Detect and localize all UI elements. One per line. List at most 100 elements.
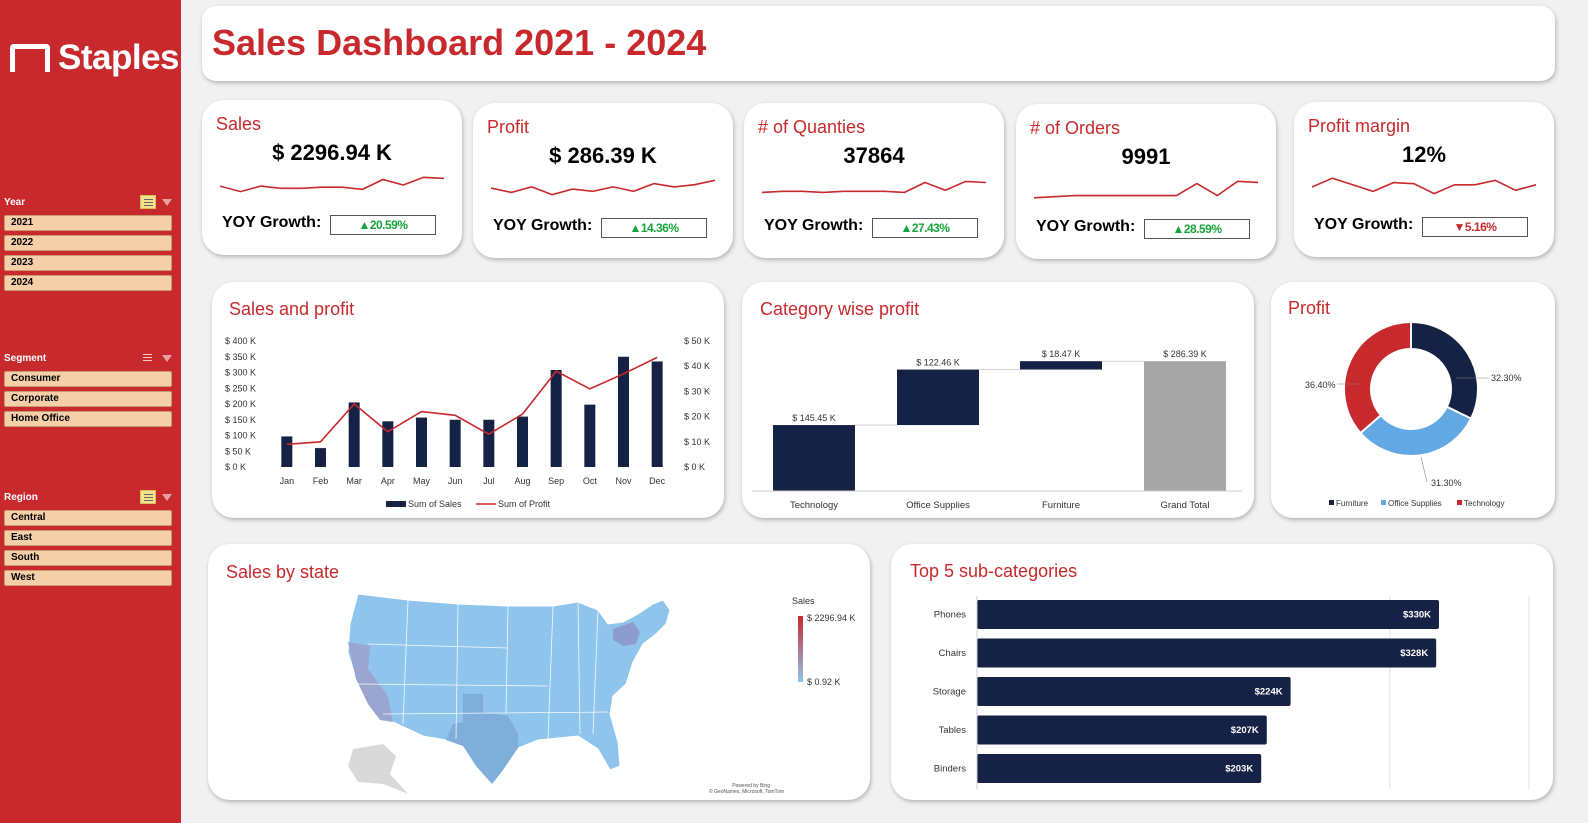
state-borders: [357, 599, 609, 741]
title-card: Sales Dashboard 2021 - 2024: [202, 6, 1555, 81]
clear-filter-icon[interactable]: [162, 198, 172, 206]
hbar-category-label: Tables: [939, 725, 967, 736]
map-legend-gradient: [798, 616, 803, 682]
y-left-tick-label: $ 350 K: [225, 352, 256, 362]
kpi-value: 37864: [843, 143, 905, 168]
hbar-data-label: $224K: [1255, 687, 1283, 698]
us-mainland-shape: [347, 593, 671, 785]
waterfall-x-label: Furniture: [1042, 500, 1080, 511]
x-tick-label: Nov: [615, 476, 632, 486]
category-profit-title: Category wise profit: [760, 299, 920, 319]
top5-chart: Phones $330K Chairs $328K Storage $224K Tables…: [933, 596, 1530, 789]
donut-slice: [1343, 320, 1412, 435]
sales-bar: [449, 419, 461, 467]
hbar: [977, 638, 1437, 668]
multi-select-icon[interactable]: [140, 490, 156, 504]
y-left-tick-label: $ 50 K: [225, 446, 251, 456]
x-tick-label: Aug: [514, 476, 530, 486]
slicer-item-segment-1[interactable]: Corporate: [4, 391, 172, 407]
donut-slice: [1359, 405, 1473, 457]
sales-bar: [618, 356, 629, 467]
kpi-value: $ 2296.94 K: [272, 140, 392, 165]
sales-bar: [584, 404, 596, 467]
y-left-tick-label: $ 0 K: [225, 462, 246, 472]
staples-logo: Staples: [10, 38, 180, 78]
y-right-tick-label: $ 20 K: [684, 412, 710, 422]
kpi-card-1: Profit $ 286.39 K YOY Growth: ▲14.36%: [473, 103, 733, 258]
slicer-item-segment-0[interactable]: Consumer: [4, 371, 172, 387]
clear-filter-icon[interactable]: [162, 493, 172, 501]
x-tick-label: Sep: [548, 476, 564, 486]
sales-profit-chart: $ 0 K $ 50 K $ 100 K $ 150 K $ 200 K $ 250 K $…: [225, 336, 710, 509]
slicer-item-region-0[interactable]: Central: [4, 510, 172, 526]
slicer-item-year-0[interactable]: 2021: [4, 215, 172, 231]
legend-sales-label: Sum of Sales: [408, 499, 462, 509]
map-credit-geonames: © GeoNames, Microsoft, TomTom: [709, 788, 784, 795]
waterfall-bar: [773, 425, 855, 491]
kpi-card-2: # of Quanties 37864 YOY Growth: ▲27.43%: [744, 103, 1004, 258]
legend-profit-label: Sum of Profit: [498, 499, 551, 509]
donut-data-label: 36.40%: [1305, 380, 1336, 390]
map-legend-max: $ 2296.94 K: [807, 613, 856, 623]
slicer-item-region-3[interactable]: West: [4, 570, 172, 586]
kpi-value: 12%: [1401, 142, 1447, 167]
waterfall-x-label: Grand Total: [1161, 500, 1210, 511]
hbar: [977, 677, 1291, 706]
legend-swatch: [1381, 500, 1386, 505]
waterfall-x-label: Technology: [790, 500, 838, 511]
y-right-tick-label: $ 40 K: [684, 361, 710, 371]
slicer-item-region-2[interactable]: South: [4, 550, 172, 566]
waterfall-bar: [1020, 361, 1102, 370]
hbar-category-label: Storage: [933, 687, 966, 698]
hbar-category-label: Chairs: [939, 648, 967, 659]
category-profit-card: Category wise profit $ 145.45 K Technolog…: [742, 282, 1254, 518]
year-slicer: Year 2021 2022 2023 2024: [4, 193, 172, 291]
y-right-tick-label: $ 50 K: [684, 336, 710, 346]
x-tick-label: Jul: [483, 476, 495, 486]
sales-bar: [550, 369, 562, 467]
slicer-item-year-3[interactable]: 2024: [4, 275, 172, 291]
slicer-item-segment-2[interactable]: Home Office: [4, 411, 172, 427]
slicer-item-region-1[interactable]: East: [4, 530, 172, 546]
waterfall-x-label: Office Supplies: [906, 500, 970, 511]
x-tick-label: Mar: [346, 476, 362, 486]
y-right-tick-label: $ 0 K: [684, 462, 705, 472]
legend-swatch: [1457, 500, 1462, 505]
hbar-data-label: $207K: [1231, 725, 1259, 736]
hbar: [977, 754, 1262, 783]
sales-bar: [348, 402, 360, 467]
segment-slicer: Segment Consumer Corporate Home Office: [4, 349, 172, 427]
staples-logo-icon: [10, 44, 50, 72]
alaska-shape: [348, 744, 408, 794]
kpi-yoy-label: YOY Growth:: [1314, 216, 1414, 233]
multi-select-icon[interactable]: [140, 351, 156, 365]
kpi-value: $ 286.39 K: [549, 143, 657, 168]
waterfall-data-label: $ 145.45 K: [792, 413, 836, 423]
california-shape: [348, 642, 393, 722]
multi-select-icon[interactable]: [140, 195, 156, 209]
top5-title: Top 5 sub-categories: [910, 561, 1078, 581]
hbar-category-label: Phones: [934, 610, 966, 621]
top5-card: Top 5 sub-categories Phones $330K Chairs $3…: [891, 544, 1553, 800]
map-legend-title: Sales: [792, 596, 815, 606]
us-map[interactable]: Sales $ 2296.94 K $ 0.92 K Powered by Bi…: [208, 544, 870, 800]
sparkline-path: [1312, 177, 1536, 195]
y-left-tick-label: $ 250 K: [225, 383, 256, 393]
kpi-card-4: Profit margin 12% YOY Growth: ▼5.16%: [1294, 102, 1554, 257]
legend-label: Furniture: [1336, 499, 1369, 508]
slicer-item-year-2[interactable]: 2023: [4, 255, 172, 271]
kpi-card-3: # of Orders 9991 YOY Growth: ▲28.59%: [1016, 104, 1276, 259]
sales-bar: [483, 419, 495, 467]
clear-filter-icon[interactable]: [162, 354, 172, 362]
slicer-item-year-1[interactable]: 2022: [4, 235, 172, 251]
kpi-growth: ▲14.36%: [601, 218, 707, 238]
y-right-tick-label: $ 10 K: [684, 437, 710, 447]
kpi-yoy-label: YOY Growth:: [493, 217, 593, 234]
texas-shape: [446, 694, 518, 784]
y-left-tick-label: $ 200 K: [225, 399, 256, 409]
hbar: [977, 600, 1439, 629]
hbar-data-label: $203K: [1225, 764, 1253, 775]
x-tick-label: Apr: [381, 476, 395, 486]
sparkline-path: [491, 179, 715, 196]
sales-state-card: Sales by state Sales $ 2296.94 K $ 0.92 …: [208, 544, 870, 800]
